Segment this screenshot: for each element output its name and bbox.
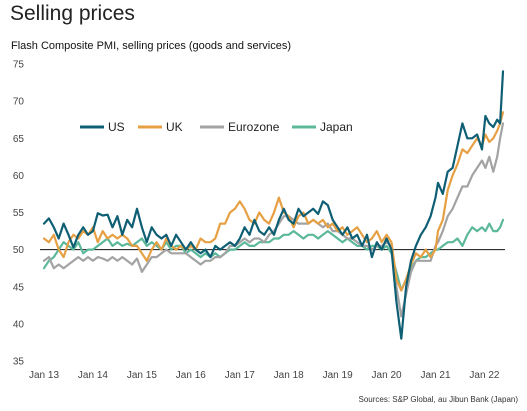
series-line-eurozone (42, 122, 505, 318)
y-tick-label: 45 (13, 282, 25, 293)
x-tick-label: Jan 18 (274, 370, 304, 381)
legend-label-eurozone: Eurozone (228, 120, 280, 134)
legend-label-japan: Japan (320, 120, 353, 134)
x-tick-label: Jan 22 (469, 370, 499, 381)
x-tick-label: Jan 17 (225, 370, 255, 381)
chart-subtitle: Flash Composite PMI, selling prices (goo… (11, 40, 292, 52)
x-tick-label: Jan 13 (29, 370, 59, 381)
x-tick-label: Jan 15 (127, 370, 157, 381)
x-tick-label: Jan 20 (372, 370, 402, 381)
legend: US UK Eurozone Japan (80, 120, 353, 134)
chart-title: Selling prices (10, 2, 135, 25)
x-tick-label: Jan 16 (176, 370, 206, 381)
x-tick-label: Jan 19 (323, 370, 353, 381)
legend-label-us: US (108, 120, 125, 134)
y-tick-label: 60 (13, 171, 25, 182)
y-axis-ticks: 35 40 45 50 55 60 65 70 75 (13, 60, 25, 368)
source-note: Sources: S&P Global, au Jibun Bank (Japa… (359, 395, 519, 404)
series-lines (42, 70, 505, 340)
y-tick-label: 40 (13, 319, 25, 330)
series-line-us (42, 70, 505, 340)
x-axis-ticks: Jan 13 Jan 14 Jan 15 Jan 16 Jan 17 Jan 18 Jan … (29, 370, 500, 381)
legend-label-uk: UK (166, 120, 183, 134)
y-tick-label: 65 (13, 134, 25, 145)
y-tick-label: 50 (13, 245, 25, 256)
y-tick-label: 35 (13, 357, 25, 368)
x-tick-label: Jan 14 (78, 370, 108, 381)
x-tick-label: Jan 21 (420, 370, 450, 381)
y-tick-label: 70 (13, 97, 25, 108)
y-tick-label: 75 (13, 60, 25, 71)
y-tick-label: 55 (13, 208, 25, 219)
